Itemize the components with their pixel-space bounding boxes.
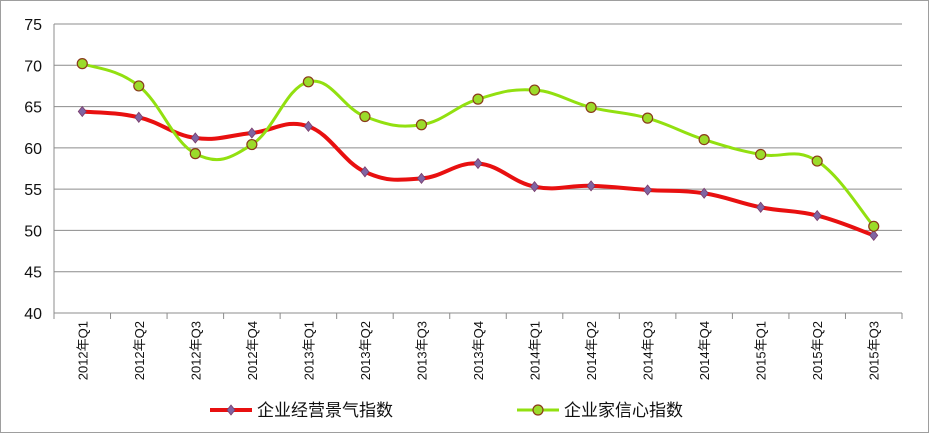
data-point: [189, 148, 201, 160]
data-point: [77, 105, 87, 118]
data-point: [134, 111, 144, 123]
y-tick-label: 60: [24, 141, 42, 158]
data-point: [869, 229, 879, 242]
data-point: [190, 132, 200, 144]
x-tick-label: 2012年Q1: [75, 321, 90, 380]
x-tick-label: 2013年Q2: [358, 321, 373, 380]
y-tick-label: 65: [24, 100, 42, 117]
data-point: [811, 155, 823, 167]
data-point: [868, 220, 880, 232]
x-tick-label: 2012年Q3: [188, 321, 203, 380]
x-tick-label: 2014年Q2: [584, 321, 599, 380]
y-axis-ticks: 40 45 50 55 60 65 70 75: [24, 17, 42, 323]
data-point: [133, 80, 145, 92]
x-tick-label: 2013年Q4: [471, 321, 486, 380]
data-point: [530, 181, 540, 193]
data-point: [415, 119, 428, 131]
data-point: [756, 201, 766, 213]
x-tick-label: 2014年Q4: [697, 321, 712, 380]
axes: [53, 24, 903, 319]
data-point: [303, 120, 313, 133]
data-point: [586, 180, 596, 192]
x-tick-label: 2012年Q4: [245, 321, 260, 380]
data-point: [812, 209, 822, 222]
x-tick-label: 2014年Q1: [528, 321, 543, 380]
data-point: [473, 157, 483, 170]
data-point: [585, 101, 597, 113]
series-layer: [76, 58, 880, 242]
data-point: [698, 134, 710, 146]
data-point: [76, 58, 88, 70]
x-tick-label: 2015年Q1: [754, 321, 769, 380]
data-point: [755, 148, 767, 161]
legend-item: 企业家信心指数: [517, 401, 683, 421]
data-point: [528, 84, 541, 96]
x-tick-label: 2013年Q3: [414, 321, 429, 380]
data-point: [472, 93, 484, 105]
series-line: [81, 62, 875, 228]
data-point: [359, 110, 371, 123]
data-point: [699, 187, 709, 199]
gridlines: [54, 23, 902, 273]
data-point: [416, 172, 426, 185]
series-1: [76, 58, 880, 232]
y-tick-label: 75: [24, 17, 42, 34]
y-tick-label: 40: [24, 306, 42, 323]
legend-swatch-marker: [532, 404, 544, 416]
x-axis-ticks: 2012年Q1 2012年Q2 2012年Q3 2012年Q4 2013年Q1 2013年…: [75, 321, 881, 380]
legend-item: 企业经营景气指数: [210, 401, 393, 421]
x-tick-label: 2012年Q2: [132, 321, 147, 380]
legend: 企业经营景气指数 企业家信心指数: [210, 401, 683, 421]
data-point: [302, 76, 314, 88]
y-tick-label: 70: [24, 58, 42, 75]
data-point: [246, 138, 258, 151]
x-tick-label: 2014年Q3: [641, 321, 656, 380]
legend-label: 企业家信心指数: [564, 401, 683, 421]
legend-label: 企业经营景气指数: [257, 401, 393, 421]
y-tick-label: 55: [24, 182, 42, 199]
series-line: [82, 109, 875, 238]
data-point: [641, 112, 654, 124]
data-point: [643, 184, 653, 196]
y-tick-label: 45: [24, 265, 42, 282]
x-tick-label: 2015年Q2: [810, 321, 825, 380]
y-tick-label: 50: [24, 223, 42, 240]
data-point: [360, 166, 370, 178]
series-0: [77, 105, 879, 242]
x-tick-label: 2015年Q3: [867, 321, 882, 380]
x-tick-label: 2013年Q1: [301, 321, 316, 380]
legend-swatch-marker: [226, 404, 236, 416]
data-point: [247, 127, 257, 139]
